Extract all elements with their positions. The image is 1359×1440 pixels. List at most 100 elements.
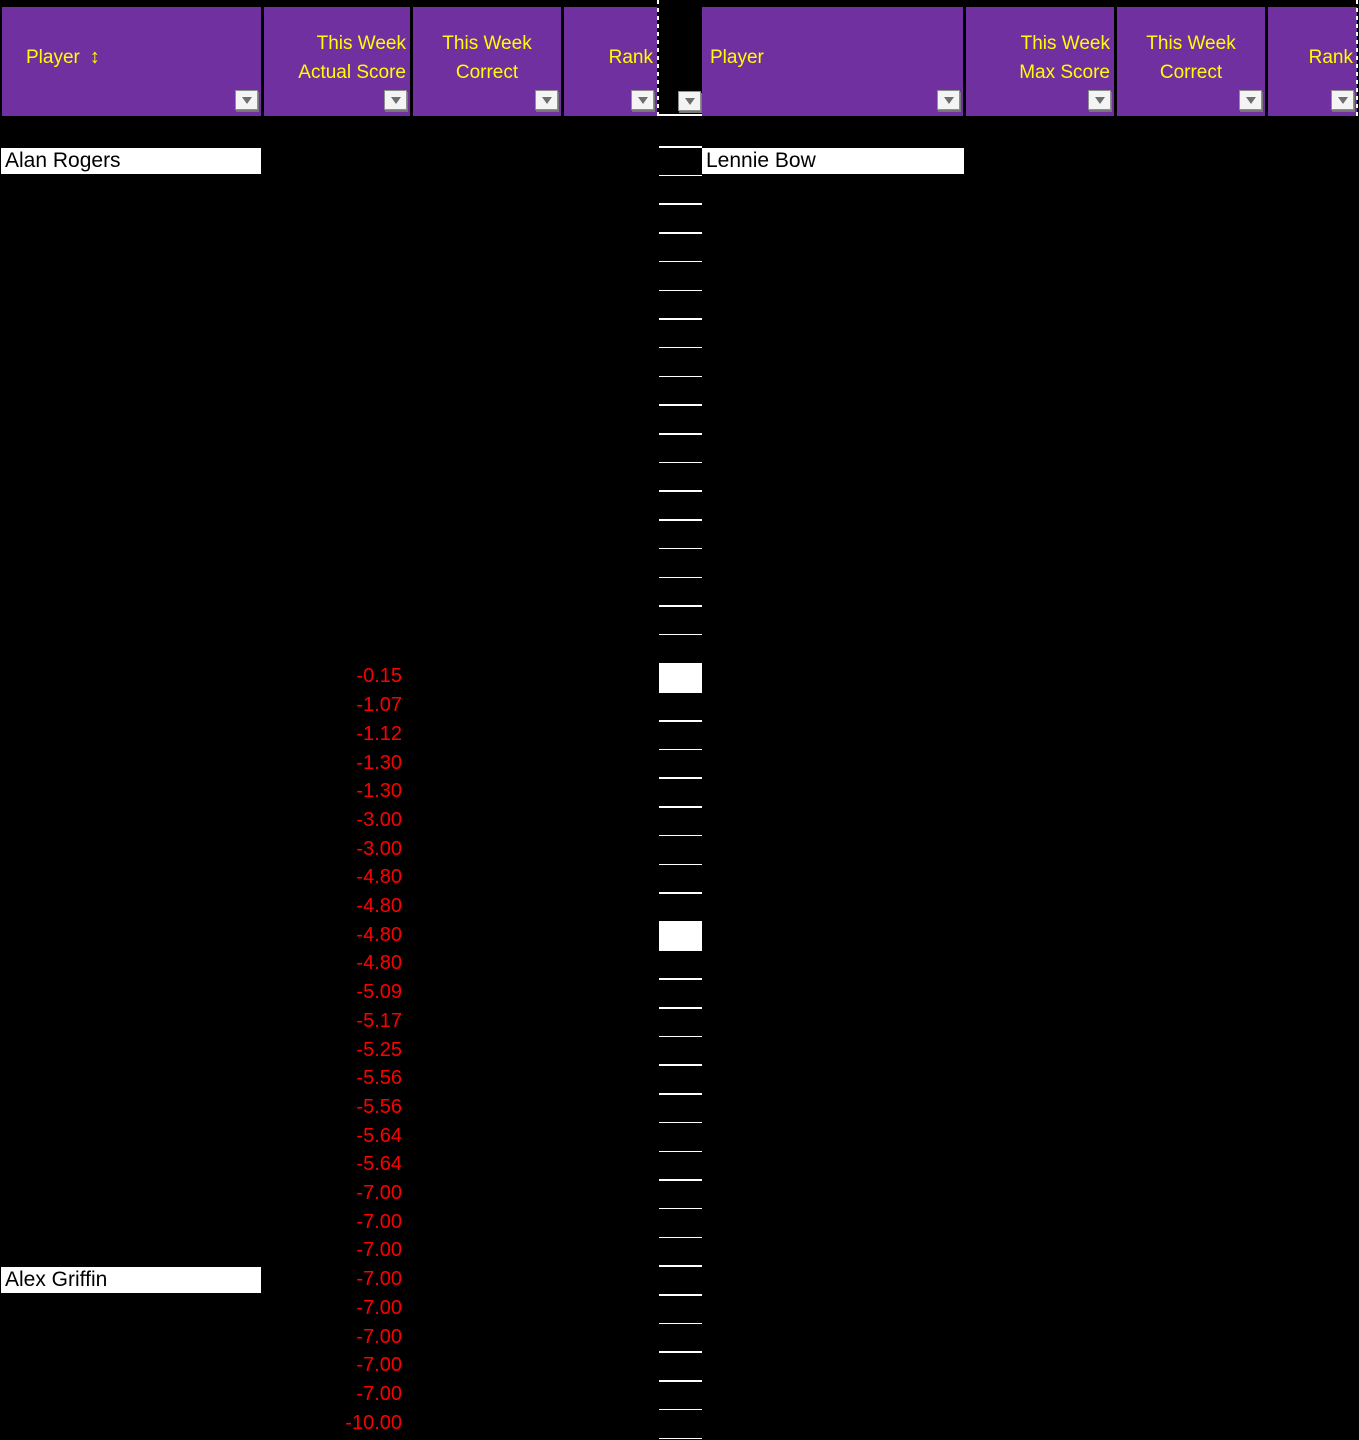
header-correct-left-label: This Week Correct <box>413 29 561 95</box>
row-gridline <box>659 1151 702 1153</box>
filter-player-right-button[interactable] <box>937 90 960 110</box>
header-rank-right[interactable]: Rank <box>1268 7 1357 116</box>
row-gridline <box>659 806 702 808</box>
row-gridline <box>659 1409 702 1411</box>
row-gridline <box>659 749 702 751</box>
header-max-score[interactable]: This Week Max Score <box>966 7 1114 116</box>
header-label-text: Player <box>26 47 80 68</box>
filter-actual-score-button[interactable] <box>384 90 407 110</box>
row-gridline <box>659 404 702 406</box>
header-actual-score-label: This Week Actual Score <box>264 29 410 95</box>
score-cell[interactable]: -7.00 <box>264 1323 402 1352</box>
score-cell[interactable]: -10.00 <box>264 1409 402 1438</box>
score-cell[interactable]: -7.00 <box>264 1179 402 1208</box>
chevron-down-icon <box>685 98 695 105</box>
row-gridline <box>659 864 702 866</box>
score-cell[interactable]: -4.80 <box>264 921 402 950</box>
row-gridline <box>659 175 702 177</box>
row-gridline <box>659 1237 702 1239</box>
score-cell[interactable]: -3.00 <box>264 806 402 835</box>
row-gridline <box>659 203 702 205</box>
chevron-down-icon <box>1246 97 1256 104</box>
page-break-line-left <box>657 0 659 118</box>
row-gridline <box>659 1323 702 1325</box>
row-gridline <box>659 318 702 320</box>
header-correct-left[interactable]: This Week Correct <box>413 7 561 116</box>
filter-rank-left-button[interactable] <box>631 90 654 110</box>
chevron-down-icon <box>1338 97 1348 104</box>
row-gridline <box>659 290 702 292</box>
row-gridline <box>659 462 702 464</box>
row-gridline <box>659 634 702 636</box>
header-correct-right[interactable]: This Week Correct <box>1117 7 1265 116</box>
filter-correct-left-button[interactable] <box>535 90 558 110</box>
score-cell[interactable]: -7.00 <box>264 1237 402 1266</box>
filter-middle-button[interactable] <box>678 91 701 111</box>
chevron-down-icon <box>391 97 401 104</box>
header-middle-spacer[interactable] <box>659 7 702 116</box>
score-cell[interactable]: -7.00 <box>264 1380 402 1409</box>
header-actual-score[interactable]: This Week Actual Score <box>264 7 410 116</box>
row-gridline <box>659 376 702 378</box>
chevron-down-icon <box>542 97 552 104</box>
score-cell[interactable]: -5.56 <box>264 1064 402 1093</box>
row-gridline <box>659 1007 702 1009</box>
header-rank-left[interactable]: Rank <box>564 7 657 116</box>
score-cell[interactable]: -1.30 <box>264 777 402 806</box>
row-gridline <box>659 777 702 779</box>
row-gridline <box>659 261 702 263</box>
header-max-score-label: This Week Max Score <box>966 29 1114 95</box>
header-player-right[interactable]: Player <box>702 7 963 116</box>
row-gridline <box>659 433 702 435</box>
player-name-cell[interactable]: Alan Rogers <box>1 148 261 174</box>
selected-cell-marker[interactable] <box>659 921 702 951</box>
sort-arrows-icon[interactable]: ↕ <box>90 46 100 68</box>
score-cell[interactable]: -4.80 <box>264 950 402 979</box>
chevron-down-icon <box>944 97 954 104</box>
spreadsheet: Player ↕ This Week Actual Score This Week… <box>0 0 1359 1440</box>
score-cell[interactable]: -5.64 <box>264 1122 402 1151</box>
player-name-cell[interactable]: Lennie Bow <box>702 148 964 174</box>
header-player-left-label: Player ↕ <box>2 43 261 80</box>
filter-correct-right-button[interactable] <box>1239 90 1262 110</box>
score-cell[interactable]: -5.25 <box>264 1036 402 1065</box>
score-cell[interactable]: -5.09 <box>264 978 402 1007</box>
score-cell[interactable]: -7.00 <box>264 1265 402 1294</box>
filter-rank-right-button[interactable] <box>1331 90 1354 110</box>
header-player-right-label: Player <box>702 43 963 80</box>
row-gridline <box>659 1438 702 1440</box>
score-cell[interactable]: -4.80 <box>264 892 402 921</box>
chevron-down-icon <box>1095 97 1105 104</box>
score-cell[interactable]: -5.64 <box>264 1151 402 1180</box>
header-player-left[interactable]: Player ↕ <box>2 7 261 116</box>
row-gridline <box>659 146 702 148</box>
score-cell[interactable]: -7.00 <box>264 1294 402 1323</box>
score-cell[interactable]: -4.80 <box>264 864 402 893</box>
row-gridline <box>659 1036 702 1038</box>
score-cell[interactable]: -5.17 <box>264 1007 402 1036</box>
score-cell[interactable]: -5.56 <box>264 1093 402 1122</box>
player-name-cell[interactable]: Alex Griffin <box>1 1267 261 1293</box>
score-cell[interactable]: -1.12 <box>264 720 402 749</box>
selected-cell-marker[interactable] <box>659 663 702 693</box>
score-cell[interactable]: -3.00 <box>264 835 402 864</box>
row-gridline <box>659 1122 702 1124</box>
chevron-down-icon <box>242 97 252 104</box>
row-gridline <box>659 1179 702 1181</box>
row-gridline <box>659 490 702 492</box>
header-rank-right-label: Rank <box>1268 43 1357 80</box>
row-gridline <box>659 577 702 579</box>
row-gridline <box>659 1208 702 1210</box>
score-cell[interactable]: -7.00 <box>264 1351 402 1380</box>
score-cell[interactable]: -1.30 <box>264 749 402 778</box>
filter-player-left-button[interactable] <box>235 90 258 110</box>
score-cell[interactable]: -0.15 <box>264 663 402 692</box>
header-correct-right-label: This Week Correct <box>1117 29 1265 95</box>
filter-max-score-button[interactable] <box>1088 90 1111 110</box>
row-gridline <box>659 1294 702 1296</box>
row-gridline <box>659 519 702 521</box>
row-gridline <box>659 1380 702 1382</box>
score-cell[interactable]: -1.07 <box>264 691 402 720</box>
score-cell[interactable]: -7.00 <box>264 1208 402 1237</box>
row-gridline <box>659 232 702 234</box>
